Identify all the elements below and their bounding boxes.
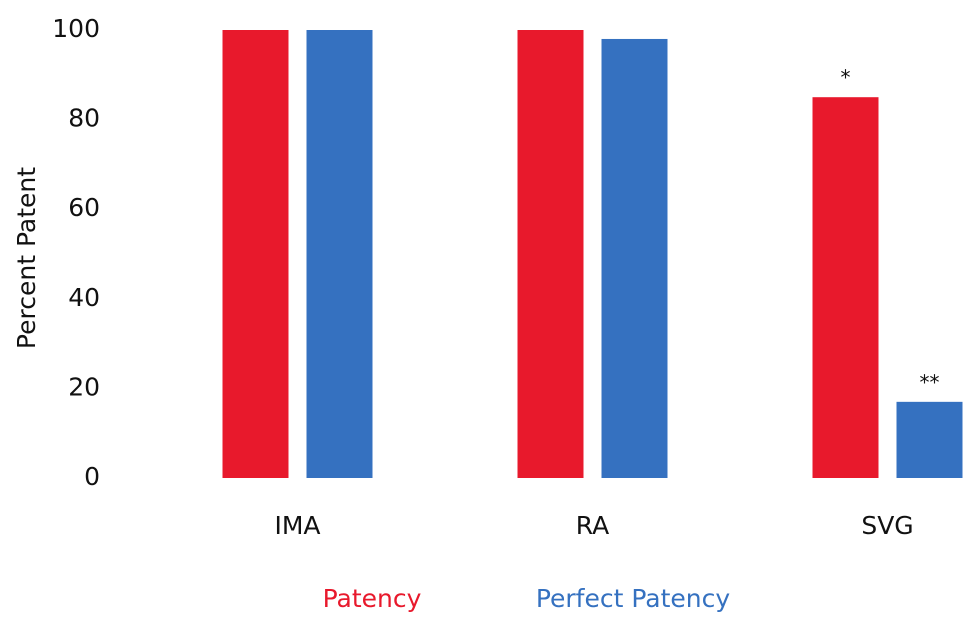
legend-label: Perfect Patency: [536, 584, 731, 613]
bar: [812, 97, 879, 478]
bar: [222, 30, 289, 478]
x-tick-label: IMA: [274, 511, 320, 540]
bar: [306, 30, 373, 478]
x-tick-label: SVG: [861, 511, 913, 540]
bar: [601, 38, 668, 479]
y-tick-label: 100: [52, 14, 100, 43]
y-tick-label: 40: [68, 283, 100, 312]
y-tick-label: 60: [68, 193, 100, 222]
x-tick-label: RA: [576, 511, 609, 540]
bar: [517, 30, 584, 478]
legend-label: Patency: [323, 584, 422, 613]
y-tick-label: 80: [68, 104, 100, 133]
y-tick-label: 20: [68, 372, 100, 401]
y-axis-label: Percent Patent: [12, 167, 41, 349]
significance-marker: **: [920, 370, 940, 394]
significance-marker: *: [841, 66, 851, 90]
bar: [896, 401, 963, 478]
y-tick-label: 0: [84, 462, 100, 491]
